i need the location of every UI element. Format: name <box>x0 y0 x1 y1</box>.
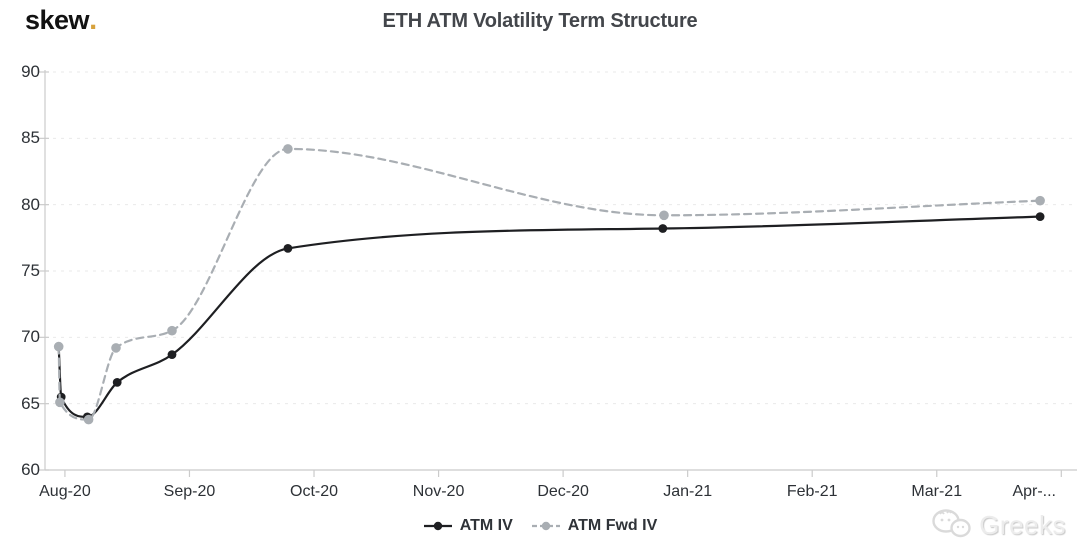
x-tick-label: Apr-... <box>1012 483 1056 500</box>
x-tick-label: Jan-21 <box>663 483 713 500</box>
series-line-atm-iv <box>57 215 1042 419</box>
y-tick-label: 60 <box>21 460 40 479</box>
data-point-marker <box>53 341 64 352</box>
data-point-marker <box>111 343 121 353</box>
x-tick-label: Nov-20 <box>412 483 465 500</box>
y-tick-label: 85 <box>21 128 40 148</box>
data-point-marker <box>283 144 293 154</box>
legend-marker <box>423 521 452 531</box>
data-point-marker <box>167 325 177 336</box>
skew-logo-dot: . <box>89 4 97 36</box>
chart-title: ETH ATM Volatility Term Structure <box>382 10 698 32</box>
legend-item-atm-fwd-iv[interactable]: ATM Fwd IV <box>531 517 657 535</box>
y-tick-label: 90 <box>21 62 40 81</box>
skew-logo-text: skew <box>25 5 90 35</box>
legend-label: ATM Fwd IV <box>567 517 658 534</box>
x-tick-label: Dec-20 <box>537 483 589 500</box>
x-tick-label: Oct-20 <box>290 483 339 500</box>
y-tick-label: 80 <box>21 194 40 214</box>
x-tick-label: Mar-21 <box>911 483 963 500</box>
chart-legend: ATM IV ATM Fwd IV <box>0 517 1080 535</box>
series-line-atm-fwd-iv <box>57 147 1042 421</box>
data-point-marker <box>659 210 669 221</box>
data-point-marker <box>1035 212 1045 222</box>
skew-logo: skew. <box>25 4 97 37</box>
data-point-marker <box>283 244 293 253</box>
data-point-marker <box>83 414 94 425</box>
legend-marker <box>531 521 560 531</box>
x-tick-label: Sep-20 <box>163 483 216 500</box>
data-point-marker <box>55 397 65 408</box>
data-point-marker <box>167 350 177 359</box>
data-point-marker <box>1035 195 1045 206</box>
legend-label: ATM IV <box>459 517 513 534</box>
y-tick-label: 65 <box>21 393 40 413</box>
legend-item-atm-iv[interactable]: ATM IV <box>423 517 513 535</box>
data-point-marker <box>112 378 122 387</box>
x-tick-label: Aug-20 <box>39 483 91 500</box>
x-tick-label: Feb-21 <box>786 483 838 500</box>
y-tick-label: 75 <box>21 261 40 280</box>
y-tick-label: 70 <box>21 327 40 347</box>
data-point-marker <box>658 224 668 233</box>
